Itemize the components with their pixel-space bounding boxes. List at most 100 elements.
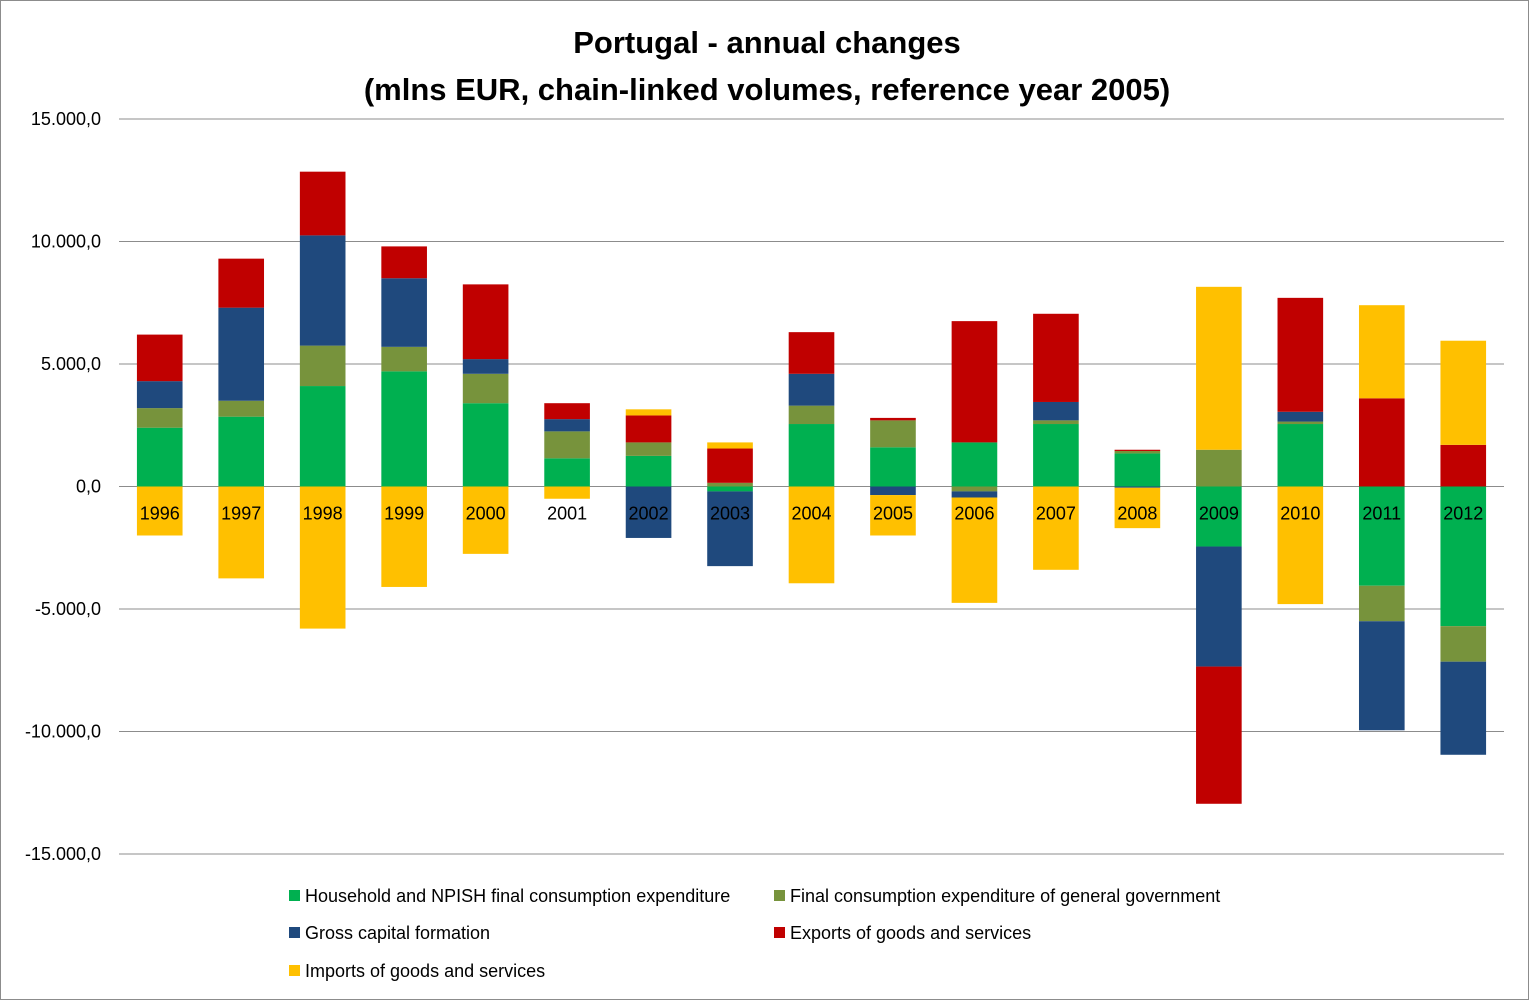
bar-segment bbox=[218, 307, 265, 401]
bar-segment bbox=[136, 334, 183, 382]
bar-segment bbox=[870, 447, 916, 487]
bar-segment bbox=[870, 420, 916, 448]
bar-segment bbox=[1440, 444, 1487, 487]
bar-segment bbox=[136, 408, 183, 428]
bar-segment bbox=[1196, 286, 1242, 450]
bar-segment bbox=[951, 486, 998, 492]
bar-segment bbox=[951, 321, 998, 443]
bar-segment bbox=[1277, 424, 1324, 487]
x-category-label: 2003 bbox=[710, 504, 750, 524]
bar-segment bbox=[299, 171, 346, 236]
bar-segment bbox=[1033, 424, 1079, 487]
y-axis-tick-labels: 15.000,0 10.000,0 5.000,0 0,0 -5.000,0 -10.00… bbox=[25, 109, 101, 864]
x-category-label: 2002 bbox=[629, 504, 669, 524]
bar-segment bbox=[1033, 420, 1079, 425]
bar-segment bbox=[299, 345, 346, 387]
bar-segment bbox=[788, 373, 835, 406]
chart-title-line-2: (mlns EUR, chain-linked volumes, referen… bbox=[364, 72, 1170, 107]
x-category-label: 2005 bbox=[873, 504, 913, 524]
bar-segment bbox=[625, 486, 672, 538]
bar-segment bbox=[1033, 401, 1079, 421]
bar-segment bbox=[381, 486, 427, 587]
legend-label: Exports of goods and services bbox=[790, 923, 1031, 943]
x-category-label: 2011 bbox=[1362, 504, 1401, 524]
bar-segment bbox=[381, 246, 427, 279]
chart-title-line-1: Portugal - annual changes bbox=[573, 25, 961, 60]
bar-segment bbox=[951, 497, 998, 603]
bar-segment bbox=[625, 415, 672, 443]
bar-segment bbox=[381, 346, 427, 372]
bar-segment bbox=[1358, 305, 1405, 399]
x-category-label: 2007 bbox=[1036, 504, 1076, 524]
bar-segment bbox=[544, 419, 590, 432]
bar-segment bbox=[1033, 486, 1079, 570]
bar-segment bbox=[462, 373, 509, 404]
x-category-label: 1996 bbox=[140, 504, 180, 524]
y-tick-label: 10.000,0 bbox=[31, 232, 101, 252]
chart-title: Portugal - annual changes (mlns EUR, cha… bbox=[364, 25, 1170, 107]
bar-segment bbox=[1277, 486, 1324, 605]
bar-segment bbox=[625, 409, 672, 416]
legend-label: Household and NPISH final consumption ex… bbox=[305, 886, 730, 906]
bar-segment bbox=[1196, 486, 1242, 547]
bar-segment bbox=[218, 258, 265, 308]
bar-segment bbox=[381, 371, 427, 487]
bar-segment bbox=[1358, 621, 1405, 731]
bar-segment bbox=[1440, 661, 1487, 755]
bar-segment bbox=[299, 235, 346, 346]
bar-segment bbox=[1033, 313, 1079, 402]
bar-segment bbox=[625, 442, 672, 456]
bar-segment bbox=[788, 424, 835, 487]
bar-segment bbox=[788, 332, 835, 374]
x-category-label: 1997 bbox=[221, 504, 261, 524]
x-category-label: 1998 bbox=[303, 504, 343, 524]
x-category-label: 2012 bbox=[1443, 504, 1483, 524]
x-axis-category-labels: 1996 1997 1998 1999 2000 2001 2002 2003 2004 2005… bbox=[140, 504, 1484, 524]
bar-segment bbox=[462, 486, 509, 554]
bar-segment bbox=[951, 442, 998, 487]
x-category-label: 2000 bbox=[466, 504, 506, 524]
legend-swatch bbox=[774, 890, 785, 901]
legend-swatch bbox=[774, 927, 785, 938]
x-category-label: 2010 bbox=[1280, 504, 1320, 524]
bar-segment bbox=[1114, 453, 1161, 487]
bar-segment bbox=[544, 486, 590, 499]
bar-segment bbox=[1114, 486, 1161, 488]
legend-swatch bbox=[289, 890, 300, 901]
y-tick-label: -10.000,0 bbox=[25, 722, 101, 742]
x-category-label: 2006 bbox=[954, 504, 994, 524]
y-tick-label: 5.000,0 bbox=[41, 354, 101, 374]
bar-segment bbox=[218, 400, 265, 417]
bar-segment bbox=[544, 458, 590, 487]
bar-segment bbox=[1358, 486, 1405, 586]
bar-segment bbox=[462, 359, 509, 374]
bar-segment bbox=[544, 431, 590, 459]
bar-segment bbox=[299, 386, 346, 487]
bar-segment bbox=[707, 482, 753, 487]
bar-segment bbox=[625, 455, 672, 487]
x-category-label: 2009 bbox=[1199, 504, 1239, 524]
x-category-label: 2008 bbox=[1117, 504, 1157, 524]
legend-label: Final consumption expenditure of general… bbox=[790, 886, 1220, 906]
bar-segment bbox=[1277, 411, 1324, 422]
bar-segment bbox=[870, 417, 916, 421]
bar-segment bbox=[1277, 297, 1324, 412]
bar-segment bbox=[462, 284, 509, 360]
bar-segment bbox=[1440, 626, 1487, 662]
x-category-label: 1999 bbox=[384, 504, 424, 524]
x-category-label: 2004 bbox=[791, 504, 831, 524]
bar-segment bbox=[870, 495, 916, 536]
bar-segment bbox=[707, 491, 753, 567]
bar-segment bbox=[299, 486, 346, 629]
bar-segment bbox=[707, 448, 753, 483]
y-tick-label: -15.000,0 bbox=[25, 844, 101, 864]
bar-segment bbox=[788, 486, 835, 584]
legend-label: Imports of goods and services bbox=[305, 961, 545, 981]
x-category-label: 2001 bbox=[547, 504, 587, 524]
bar-segment bbox=[136, 427, 183, 487]
bar-segment bbox=[1277, 421, 1324, 425]
bar-segment bbox=[462, 403, 509, 487]
bar-segment bbox=[218, 416, 265, 487]
